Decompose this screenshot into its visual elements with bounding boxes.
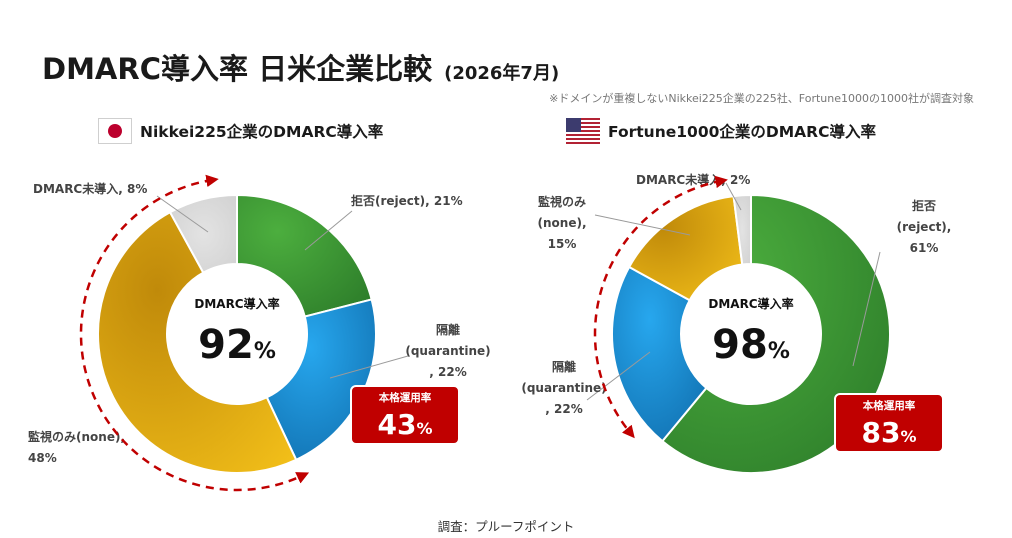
data-label-us-quarantine: (quarantine): [521, 381, 606, 395]
leader-line-japan-undeployed: [156, 195, 209, 233]
range-arrow-us: [593, 175, 728, 439]
data-label-us-none: 監視のみ: [538, 194, 586, 209]
center-label-japan: DMARC導入率: [194, 296, 279, 311]
chart-title-us-text: Fortune1000企業のDMARC導入率: [608, 123, 876, 141]
data-label-us-none: 15%: [548, 237, 577, 251]
chart-us: 拒否 (reject), 61% 隔離 (quarantine) , 22% 監視のみ (no…: [521, 172, 952, 474]
data-label-us-quarantine: , 22%: [545, 402, 582, 416]
badge-label-japan: 本格運用率: [379, 391, 432, 404]
page-title: DMARC導入率 日米企業比較 (2026年7月): [42, 46, 559, 88]
chart-title-japan-text: Nikkei225企業のDMARC導入率: [140, 123, 384, 141]
us-flag-icon: [566, 118, 600, 144]
range-arrow-japan: [79, 174, 310, 492]
survey-note: ※ドメインが重複しないNikkei225企業の225社、Fortune1000の…: [549, 92, 974, 105]
data-label-us-none: (none),: [538, 216, 587, 230]
chart-title-japan: Nikkei225企業のDMARC導入率: [98, 118, 383, 144]
data-label-japan-quarantine: (quarantine): [405, 344, 490, 358]
center-label-us: DMARC導入率: [708, 296, 793, 311]
data-label-japan-undeployed: DMARC未導入, 8%: [33, 181, 147, 196]
data-label-japan-quarantine: 隔離: [436, 322, 460, 337]
badge-japan: [350, 385, 460, 445]
page-date: (2026年7月): [444, 63, 560, 84]
data-label-japan-reject: 拒否(reject), 21%: [351, 193, 463, 208]
japan-flag-icon: [98, 118, 132, 144]
badge-value-us: 83%: [862, 416, 917, 449]
leader-line-us-undeployed: [725, 182, 742, 211]
badge-value-japan: 43%: [378, 408, 433, 441]
data-label-us-reject: 61%: [910, 241, 939, 255]
data-label-japan-quarantine: , 22%: [429, 365, 466, 379]
data-label-us-reject: (reject),: [897, 220, 952, 234]
leader-line-us-reject: [852, 251, 881, 367]
data-label-japan-none: 監視のみ(none),: [28, 429, 125, 444]
data-label-us-undeployed: DMARC未導入, 2%: [636, 172, 750, 187]
data-label-us-quarantine: 隔離: [552, 359, 576, 374]
badge-label-us: 本格運用率: [863, 399, 916, 412]
badge-us: [834, 393, 944, 453]
data-label-us-reject: 拒否: [912, 198, 936, 213]
source-credit: 調査：プルーフポイント: [437, 519, 575, 534]
page-title-text: DMARC導入率 日米企業比較: [42, 52, 433, 86]
data-label-japan-none: 48%: [28, 451, 57, 465]
leader-line-japan-quarantine: [329, 355, 409, 379]
chart-title-us: Fortune1000企業のDMARC導入率: [566, 118, 876, 144]
chart-japan: 拒否(reject), 21% 隔離 (quarantine) , 22% 監視のみ(n…: [28, 174, 491, 492]
leader-line-japan-reject: [304, 210, 353, 251]
